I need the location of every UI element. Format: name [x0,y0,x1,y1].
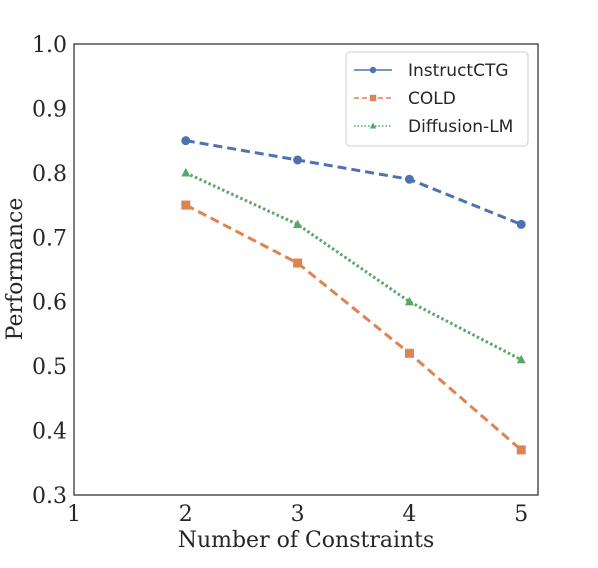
x-tick-label: 2 [179,502,193,527]
data-point [404,174,414,184]
series-cold [181,200,526,455]
legend-label: InstructCTG [408,61,509,81]
data-point [516,445,526,455]
y-tick-label: 0.5 [32,355,67,380]
data-point [404,348,414,358]
y-tick-label: 0.8 [32,162,67,187]
y-tick-label: 0.6 [32,291,67,316]
data-point [293,155,303,165]
data-point [293,258,303,268]
y-tick-label: 1.0 [32,33,67,58]
data-point [404,296,414,306]
y-tick-label: 0.3 [32,484,67,509]
data-point [293,219,303,228]
legend-marker [369,66,377,74]
y-axis-ticks: 0.3 0.4 0.5 0.6 0.7 0.8 0.9 1.0 [32,33,67,509]
series-diffusion-lm [181,167,526,364]
series-line [185,171,522,362]
y-axis-title: Performance [3,198,28,341]
series-line [185,203,523,452]
y-tick-label: 0.7 [32,226,67,251]
series-instructctg [181,136,526,229]
x-axis-title: Number of Constraints [178,528,435,553]
legend-item: Diffusion-LM [354,117,513,137]
data-point [516,219,526,229]
data-point [181,200,191,210]
x-tick-label: 3 [291,502,305,527]
legend: InstructCTG COLD Diffusion-LM [345,51,529,147]
legend-marker [369,122,377,129]
legend-label: COLD [408,89,456,109]
data-point [181,167,191,177]
x-tick-label: 4 [402,502,416,527]
data-point [516,354,526,364]
y-tick-label: 0.9 [32,97,67,122]
x-tick-label: 5 [514,502,528,527]
y-tick-label: 0.4 [32,420,67,445]
x-tick-label: 1 [67,502,81,527]
legend-item: InstructCTG [354,61,509,81]
series-layer [181,136,526,455]
legend-marker [369,94,377,102]
legend-frame [345,51,529,147]
legend-label: Diffusion-LM [408,117,513,137]
data-point [181,136,191,146]
series-line [185,139,522,226]
x-axis-ticks: 1 2 3 4 5 [67,502,528,527]
legend-item: COLD [354,89,456,109]
